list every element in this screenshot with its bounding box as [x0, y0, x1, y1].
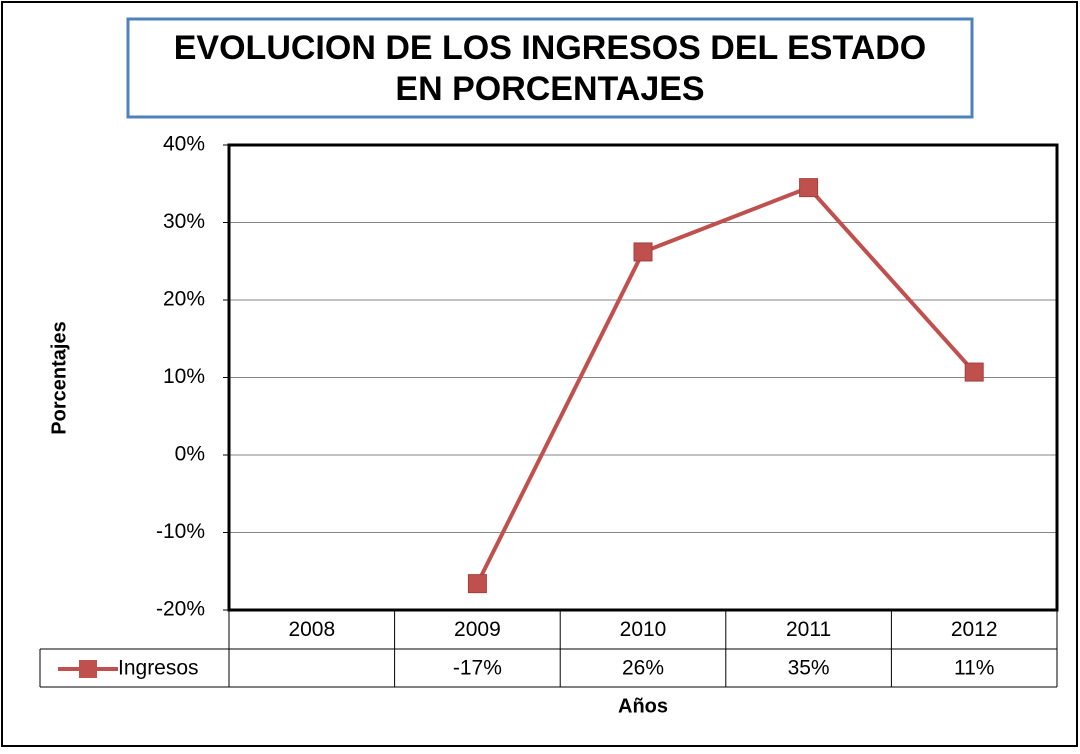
x-tick-label: 2008 — [288, 618, 335, 641]
y-axis-label: Porcentajes — [48, 321, 70, 434]
point-marker — [467, 574, 487, 594]
point-marker — [633, 242, 653, 262]
y-tick-label: 0% — [175, 443, 205, 466]
series-line — [475, 185, 976, 585]
plot-border — [227, 143, 1059, 612]
x-tick-label: 2009 — [454, 618, 501, 641]
x-tick-label: 2012 — [951, 618, 998, 641]
y-tick-label: 20% — [163, 288, 205, 311]
x-tick-label: 2011 — [786, 618, 831, 641]
data-label: 11% — [954, 657, 994, 680]
legend-label: Ingresos — [118, 657, 199, 680]
data-label: 26% — [622, 657, 664, 680]
point-marker — [964, 362, 984, 382]
y-tick-label: 10% — [163, 365, 205, 388]
y-tick-label: -10% — [156, 520, 205, 543]
data-label: 35% — [788, 657, 830, 680]
title-box — [126, 17, 974, 119]
x-axis-label: Años — [618, 695, 668, 717]
chart-title: EVOLUCION DE LOS INGRESOS DEL ESTADO — [174, 29, 927, 67]
data-label: -17% — [453, 657, 502, 680]
y-tick-label: -20% — [156, 598, 205, 621]
point-marker — [799, 178, 819, 198]
chart-title: EN PORCENTAJES — [395, 70, 704, 108]
legend-marker — [79, 660, 97, 678]
y-tick-label: 40% — [163, 133, 205, 156]
x-tick-label: 2010 — [620, 618, 667, 641]
y-tick-label: 30% — [163, 210, 205, 233]
